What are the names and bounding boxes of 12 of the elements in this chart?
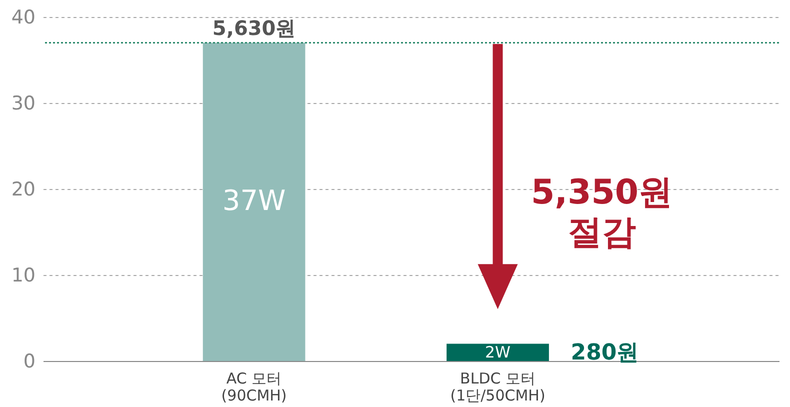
y-tick-label: 0 (23, 350, 36, 372)
x-tick-label: AC 모터 (90CMH) (221, 370, 287, 404)
annotation: 5,630원 (212, 16, 296, 40)
data-label: 2W (485, 342, 510, 362)
data-label: 37W (222, 184, 286, 217)
y-tick-label: 30 (11, 92, 36, 114)
y-tick-label: 10 (11, 264, 36, 286)
annotation: 5,350원 절감 (530, 172, 673, 252)
annotation: 280원 (570, 340, 639, 366)
y-tick-label: 40 (11, 6, 36, 28)
x-tick-label: BLDC 모터 (1단/50CMH) (450, 370, 546, 404)
y-tick-label: 20 (11, 178, 36, 200)
